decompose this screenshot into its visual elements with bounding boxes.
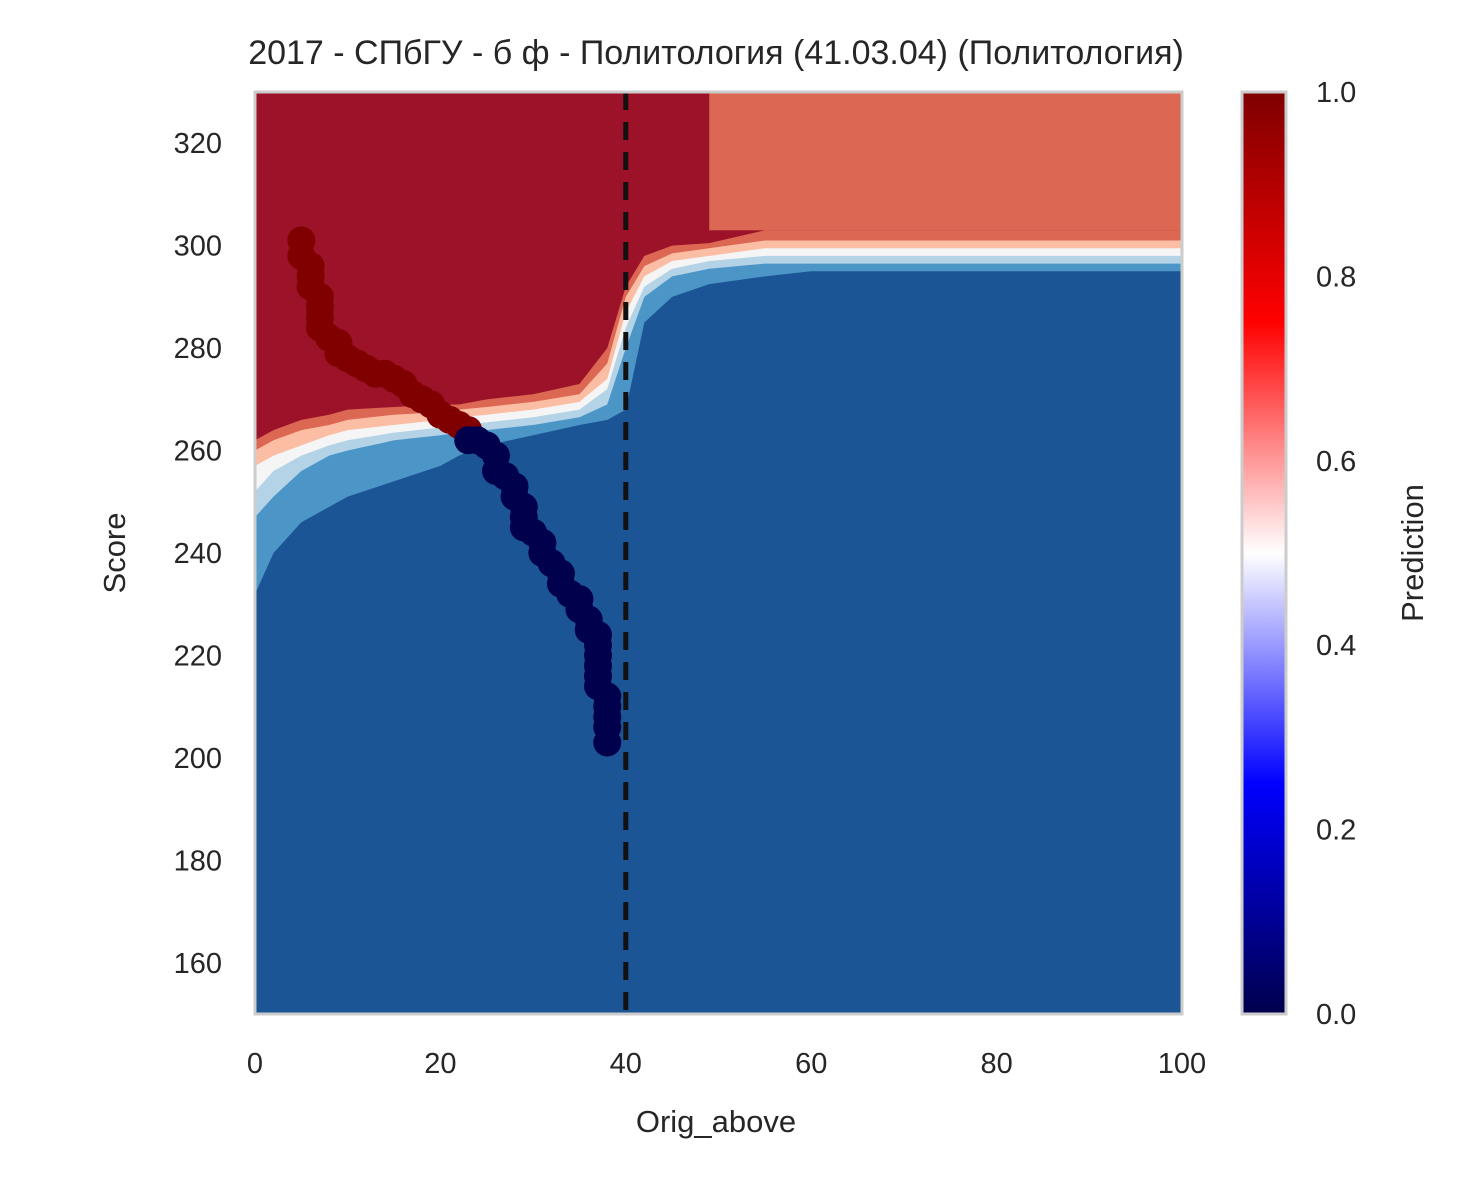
colorbar [1240, 90, 1288, 1016]
y-tick-label: 220 [174, 640, 222, 672]
x-tick-label: 0 [247, 1048, 263, 1080]
y-tick-label: 260 [174, 436, 222, 468]
colorbar-tick-label: 0.6 [1316, 446, 1356, 478]
series-0 [287, 226, 483, 445]
y-tick-label: 160 [174, 948, 222, 980]
x-tick-label: 100 [1158, 1048, 1206, 1080]
colorbar-tick-label: 0.0 [1316, 999, 1356, 1031]
plot-area [255, 92, 1182, 1014]
y-tick-label: 240 [174, 538, 222, 570]
plot-frame [253, 90, 1184, 1016]
x-axis: 0 20 40 60 80 100 [247, 1048, 1206, 1080]
y-tick-label: 200 [174, 743, 222, 775]
y-axis-label: Score [97, 513, 132, 594]
y-tick-label: 300 [174, 231, 222, 263]
x-tick-label: 80 [980, 1048, 1012, 1080]
x-tick-label: 20 [424, 1048, 456, 1080]
colorbar-tick-label: 0.2 [1316, 815, 1356, 847]
region-right-mid [709, 92, 1182, 231]
colorbar-tick-label: 0.4 [1316, 630, 1356, 662]
scatter-point [593, 728, 622, 757]
y-tick-label: 180 [174, 845, 222, 877]
chart-title: 2017 - СПбГУ - б ф - Политология (41.03.… [248, 34, 1184, 72]
colorbar-tick-label: 0.8 [1316, 261, 1356, 293]
x-tick-label: 40 [610, 1048, 642, 1080]
x-axis-label: Orig_above [636, 1104, 796, 1139]
colorbar-tick-label: 1.0 [1316, 77, 1356, 109]
series-1 [454, 426, 622, 757]
colorbar-label: Prediction [1395, 484, 1430, 622]
y-tick-label: 280 [174, 333, 222, 365]
x-tick-label: 60 [795, 1048, 827, 1080]
y-tick-label: 320 [174, 128, 222, 160]
colorbar-ticks: 0.0 0.2 0.4 0.6 0.8 1.0 [1316, 77, 1356, 1031]
y-axis: 160 180 200 220 240 260 280 300 320 [174, 128, 222, 980]
